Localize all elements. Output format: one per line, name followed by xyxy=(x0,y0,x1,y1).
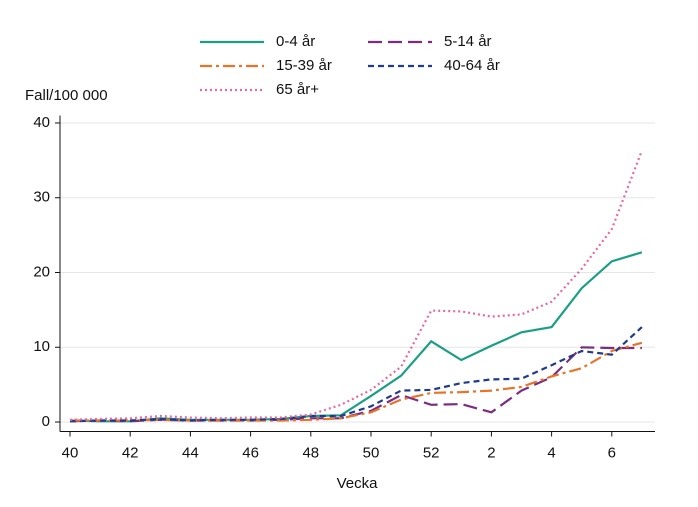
series-line xyxy=(69,326,643,423)
x-tick-label: 46 xyxy=(242,444,259,461)
x-tick-label: 42 xyxy=(122,444,139,461)
legend-label: 5-14 år xyxy=(444,33,492,50)
x-tick-label: 4 xyxy=(547,444,555,461)
legend-label: 0-4 år xyxy=(276,33,315,50)
x-tick-label: 48 xyxy=(302,444,319,461)
legend-label: 15-39 år xyxy=(276,57,332,74)
y-tick-label: 10 xyxy=(33,338,50,355)
y-tick-label: 0 xyxy=(42,413,50,430)
x-tick-label: 2 xyxy=(487,444,495,461)
series-line xyxy=(69,150,643,421)
y-tick-label: 30 xyxy=(33,189,50,206)
y-tick-label: 20 xyxy=(33,263,50,280)
y-axis-label: Fall/100 000 xyxy=(25,87,108,104)
x-tick-label: 50 xyxy=(363,444,380,461)
legend-label: 65 år+ xyxy=(276,81,319,98)
x-tick-label: 40 xyxy=(62,444,79,461)
y-tick-label: 40 xyxy=(33,114,50,131)
x-axis-label: Vecka xyxy=(337,475,379,492)
x-tick-label: 44 xyxy=(182,444,199,461)
x-tick-label: 52 xyxy=(423,444,440,461)
x-tick-label: 6 xyxy=(608,444,616,461)
legend-label: 40-64 år xyxy=(444,57,500,74)
